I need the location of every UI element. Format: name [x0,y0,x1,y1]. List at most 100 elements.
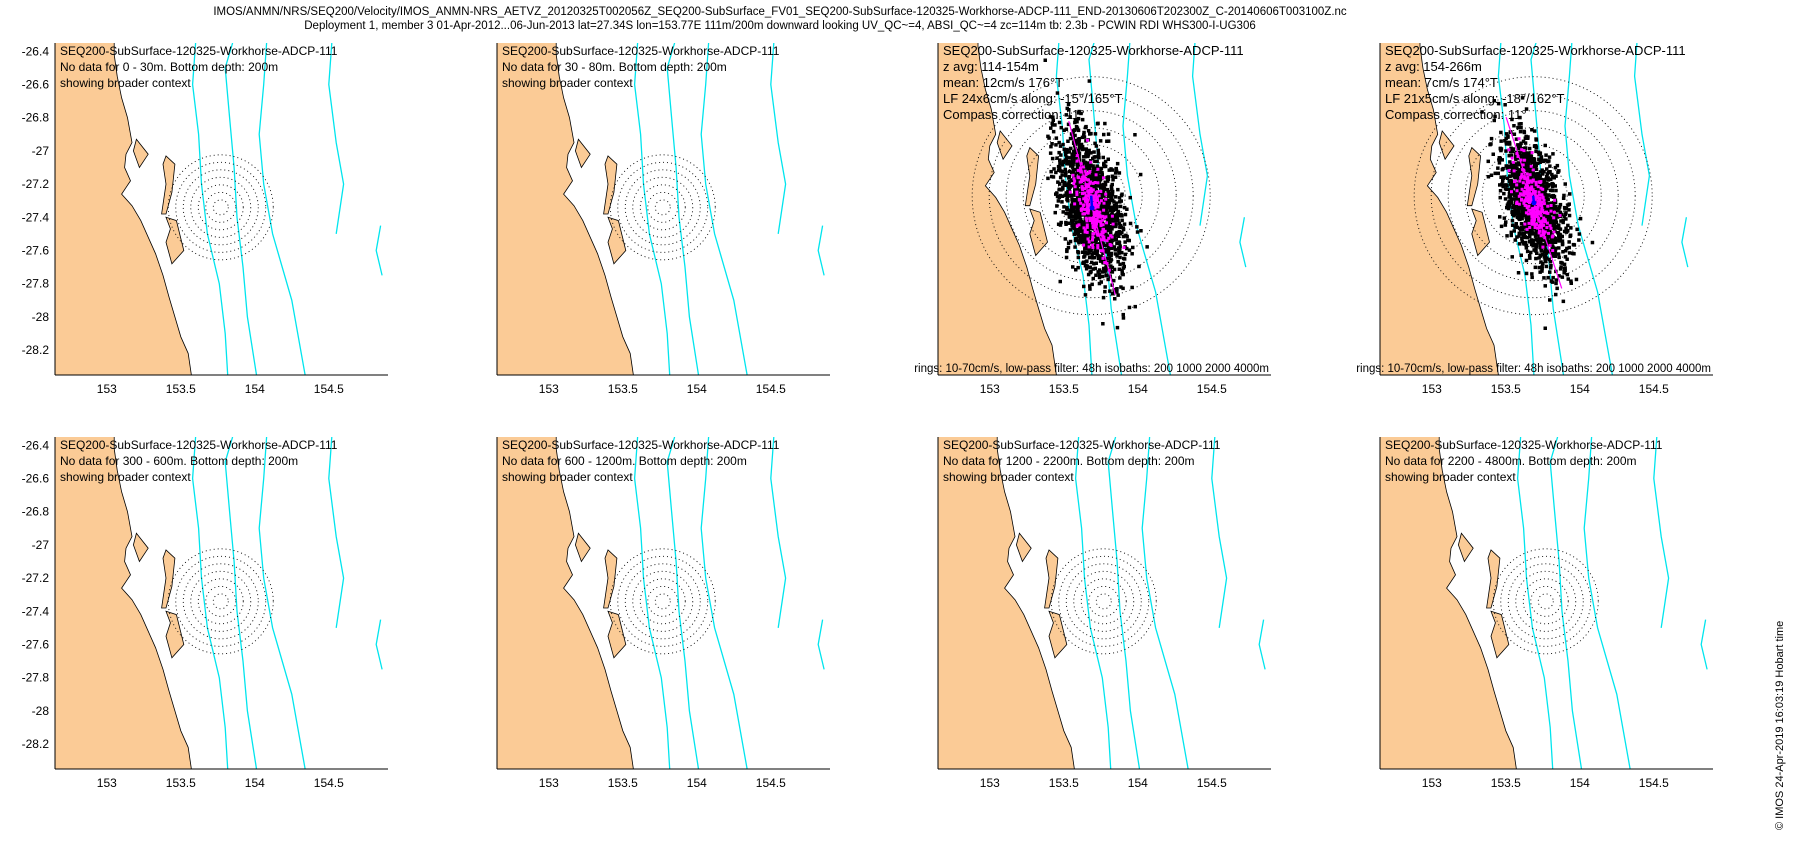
panel-annotation: Compass correction: 11° [943,107,1085,122]
lowpass-point [1549,209,1553,213]
velocity-point [1524,258,1529,263]
velocity-point [1103,289,1107,294]
lowpass-point [1087,178,1090,182]
velocity-point [1122,256,1126,261]
velocity-point [1068,228,1073,232]
lowpass-point [1083,191,1087,195]
velocity-point [1073,245,1077,249]
velocity-point [1553,200,1558,204]
velocity-point [1528,234,1532,238]
velocity-point [1103,180,1107,184]
velocity-point [1046,176,1050,181]
island [165,216,185,265]
velocity-point [1106,218,1111,223]
velocity-point [1092,150,1096,154]
lowpass-point [1539,186,1543,190]
lowpass-point [1540,193,1544,197]
velocity-point [1539,198,1544,202]
velocity-point [1075,186,1080,190]
velocity-point [1079,237,1083,241]
lowpass-point [1524,186,1527,190]
velocity-point [1530,128,1534,132]
island [574,138,591,169]
x-tick-label: 153.5 [166,382,196,396]
velocity-point [1071,209,1075,213]
velocity-point [1543,256,1547,260]
velocity-point [1498,156,1502,161]
velocity-point [1114,222,1118,227]
velocity-point [1548,211,1552,216]
velocity-point [1073,187,1077,191]
velocity-point [1080,145,1085,149]
lowpass-point [1080,185,1084,189]
velocity-point [1109,191,1113,195]
velocity-point [1542,276,1546,280]
velocity-point [1102,132,1106,137]
velocity-point [1521,227,1525,232]
lowpass-point [1528,173,1532,177]
velocity-point [1523,240,1528,245]
mean-vector-tip [1531,200,1537,206]
velocity-point [1083,254,1087,258]
velocity-point [1111,208,1116,213]
velocity-point [1106,244,1111,249]
velocity-point [1558,232,1562,237]
velocity-point [1080,220,1084,224]
speed-ring [609,154,716,261]
velocity-point [1115,325,1120,330]
velocity-point [1508,188,1513,192]
velocity-point [1539,155,1544,159]
velocity-point [1536,161,1540,166]
velocity-point [1515,225,1520,230]
velocity-point [1130,285,1134,290]
velocity-point [1131,245,1135,250]
velocity-point [1105,139,1109,143]
velocity-point [1544,186,1549,190]
velocity-point [1532,160,1537,164]
velocity-point [1533,243,1537,247]
velocity-point [1522,153,1526,157]
lowpass-point [1083,169,1087,173]
island [1044,549,1059,609]
velocity-point [1517,151,1521,155]
velocity-point [1074,125,1079,129]
velocity-point [1094,166,1098,171]
velocity-point [1103,182,1108,187]
velocity-point [1121,227,1126,232]
velocity-point [1535,178,1540,182]
velocity-point [1551,220,1555,224]
lowpass-point [1081,207,1085,211]
velocity-point [1514,184,1518,189]
velocity-point [1058,279,1062,284]
velocity-point [1091,166,1096,171]
lowpass-point [1545,221,1549,225]
lowpass-point [1537,231,1541,235]
velocity-point [1064,127,1069,131]
lowpass-point [1539,180,1543,184]
velocity-point [1078,212,1083,217]
velocity-point [1524,246,1529,250]
velocity-point [1109,217,1113,222]
velocity-point [1060,200,1064,204]
velocity-point [1512,190,1516,195]
velocity-point [1527,215,1531,219]
isobath-line-3 [700,43,748,375]
lowpass-point [1087,185,1091,189]
velocity-point [1507,205,1511,209]
velocity-point [1574,277,1579,282]
velocity-point [1548,298,1552,302]
lowpass-point [1534,183,1538,187]
velocity-point [1535,238,1539,242]
velocity-point [1107,252,1111,257]
lowpass-point [1086,204,1090,208]
velocity-point [1117,267,1122,271]
velocity-point [1531,241,1535,245]
velocity-point [1058,193,1063,198]
velocity-point [1499,175,1503,179]
velocity-point [1068,184,1072,188]
velocity-point [1516,208,1521,212]
velocity-point [1061,185,1065,190]
velocity-point [1097,168,1102,172]
lowpass-point [1099,219,1103,223]
velocity-point [1519,125,1523,130]
